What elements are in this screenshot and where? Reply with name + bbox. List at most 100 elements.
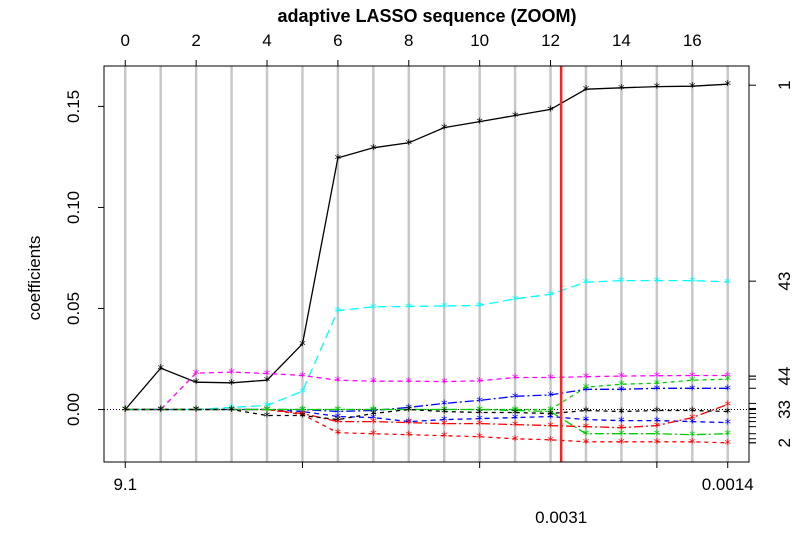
data-point-marker: * [547, 289, 554, 304]
data-point-marker: * [583, 382, 590, 397]
data-point-marker: * [193, 377, 200, 392]
data-point-marker: * [335, 153, 342, 168]
data-point-marker: * [157, 404, 164, 419]
data-point-marker: * [264, 400, 271, 415]
data-point-marker: * [441, 431, 448, 446]
data-point-marker: * [583, 84, 590, 99]
data-point-marker: * [441, 406, 448, 421]
top-tick-label: 12 [541, 31, 560, 50]
data-point-marker: * [228, 404, 235, 419]
data-point-marker: * [512, 420, 519, 435]
series-10: * * * * * * * * * * * * * * * * * * [122, 404, 731, 429]
series-line [125, 403, 728, 429]
data-point-marker: * [122, 404, 129, 419]
data-point-marker: * [299, 371, 306, 386]
data-point-marker: * [193, 404, 200, 419]
data-point-marker: * [122, 404, 129, 419]
series-line [125, 408, 728, 436]
data-point-marker: * [441, 415, 448, 430]
data-point-marker: * [299, 410, 306, 425]
series-9: * * * * * * * * * * * * ** * * * * [122, 404, 731, 444]
data-point-marker: * [689, 413, 696, 428]
data-point-marker: * [547, 373, 554, 388]
data-point-marker: * [335, 404, 342, 419]
grid-lines [124, 66, 729, 462]
data-point-marker: * [122, 404, 129, 419]
data-point-marker: * [583, 429, 590, 444]
data-point-marker: * [122, 404, 129, 419]
data-point-marker: * [264, 404, 271, 419]
data-point-marker: * [406, 417, 413, 432]
data-point-marker: * [264, 375, 271, 390]
data-point-marker: * [654, 371, 661, 386]
data-point-marker: * [689, 371, 696, 386]
data-point-marker: * [476, 395, 483, 410]
top-tick-label: 10 [470, 31, 489, 50]
data-point-marker: * [512, 391, 519, 406]
data-point-marker: * [654, 82, 661, 97]
data-point-marker: * [228, 404, 235, 419]
data-point-marker: * [724, 429, 731, 444]
data-point-marker: * [193, 404, 200, 419]
data-point-marker: * [406, 301, 413, 316]
data-point-marker: * [583, 372, 590, 387]
series-1: *** * **** ** * * ** * * * * [122, 79, 731, 419]
data-point-marker: * [264, 404, 271, 419]
data-point-marker: * [193, 404, 200, 419]
data-point-marker: * [618, 406, 625, 421]
top-tick-label: 8 [404, 31, 413, 50]
series-line [125, 371, 728, 411]
data-point-marker: * [122, 404, 129, 419]
data-point-marker: * [299, 404, 306, 419]
series-3: * ** * * * * * * * * * * * * * * * [122, 367, 731, 419]
data-point-marker: * [724, 406, 731, 421]
data-point-marker: * [618, 276, 625, 291]
data-point-marker: * [441, 377, 448, 392]
y-axis-label: coefficients [25, 236, 44, 321]
data-point-marker: * [228, 404, 235, 419]
data-point-marker: * [370, 413, 377, 428]
data-point-marker: * [228, 404, 235, 419]
series-line [124, 83, 728, 410]
data-point-marker: * [476, 117, 483, 132]
data-point-marker: * [689, 430, 696, 445]
data-point-marker: * [370, 409, 377, 424]
data-point-marker: * [122, 404, 129, 419]
data-point-marker: * [689, 81, 696, 96]
data-point-marker: * [654, 383, 661, 398]
series-line [125, 387, 728, 413]
data-point-marker: * [157, 404, 164, 419]
data-point-marker: * [476, 300, 483, 315]
data-point-marker: * [512, 111, 519, 126]
right-variable-label: 43 [775, 272, 794, 291]
data-point-marker: * [228, 404, 235, 419]
data-point-marker: * [122, 404, 129, 419]
top-tick-label: 4 [262, 31, 271, 50]
series-4: * * * * * * * * * * * * * * * * * * [122, 383, 731, 421]
data-point-marker: * [441, 419, 448, 434]
y-tick-label: 0.15 [64, 90, 83, 123]
data-point-marker: * [512, 404, 519, 419]
top-tick-label: 2 [191, 31, 200, 50]
data-point-marker: * [654, 437, 661, 452]
data-point-marker: * [406, 138, 413, 153]
data-point-marker: * [370, 404, 377, 419]
data-point-marker: * [547, 409, 554, 424]
y-tick-label: 0.00 [64, 393, 83, 426]
data-point-marker: * [654, 405, 661, 420]
data-point-marker: * [406, 430, 413, 445]
data-point-marker: * [264, 404, 271, 419]
data-point-marker: * [406, 404, 413, 419]
bottom-tick-label: 9.1 [113, 475, 137, 494]
data-point-marker: * [193, 404, 200, 419]
data-point-marker: * [264, 369, 271, 384]
data-point-marker: * [512, 294, 519, 309]
data-point-marker: * [406, 404, 413, 419]
data-point-marker: * [724, 371, 731, 386]
y-tick-label: 0.10 [64, 191, 83, 224]
data-point-marker: * [512, 413, 519, 428]
series-line [125, 408, 728, 424]
data-point-marker: * [335, 375, 342, 390]
y-tick-label: 0.05 [64, 292, 83, 325]
